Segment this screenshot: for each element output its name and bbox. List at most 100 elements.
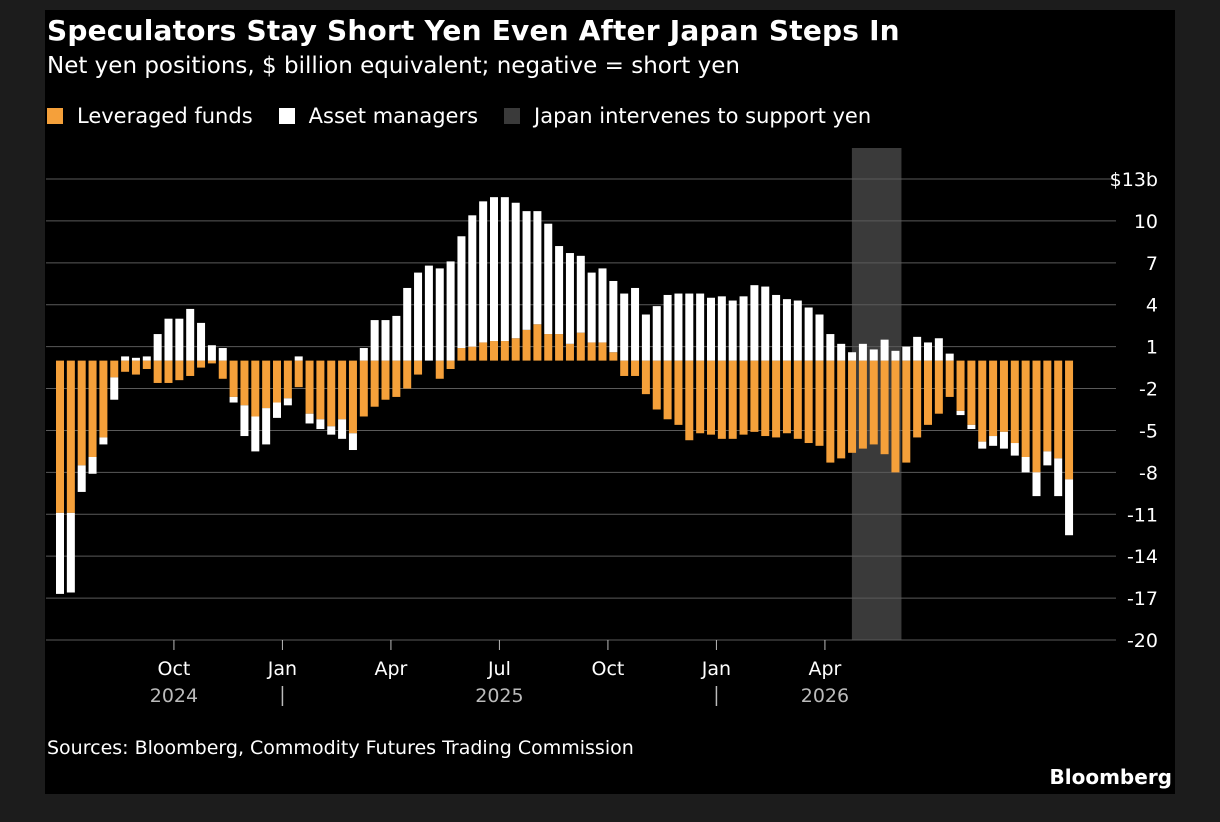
asset-bar xyxy=(956,410,965,416)
y-tick-label: -5 xyxy=(1139,420,1158,442)
y-tick-label: -14 xyxy=(1127,546,1158,568)
leveraged-bar xyxy=(793,360,802,439)
asset-bar xyxy=(544,223,553,335)
leveraged-bar xyxy=(283,360,292,399)
leveraged-bar xyxy=(1032,360,1041,473)
y-tick-label: -8 xyxy=(1139,462,1158,484)
asset-bar xyxy=(565,253,574,344)
x-tick-label: Jul xyxy=(487,658,511,680)
leveraged-bar xyxy=(902,360,911,463)
asset-bar xyxy=(641,314,650,361)
asset-bar xyxy=(186,308,195,361)
asset-bar xyxy=(924,342,932,361)
leveraged-bar xyxy=(153,360,162,383)
leveraged-bar xyxy=(403,360,412,389)
asset-bar xyxy=(739,296,748,361)
leveraged-bar xyxy=(782,360,791,434)
asset-bar xyxy=(273,402,281,418)
asset-bar xyxy=(229,396,238,403)
leveraged-swatch xyxy=(47,108,63,124)
leveraged-bar xyxy=(924,360,932,425)
asset-bar xyxy=(490,197,498,342)
asset-bar xyxy=(305,413,314,424)
asset-bar xyxy=(934,338,943,361)
leveraged-bar xyxy=(251,360,260,417)
asset-bar xyxy=(370,320,379,361)
asset-bar xyxy=(782,299,791,361)
legend: Leveraged funds Asset managers Japan int… xyxy=(47,104,897,128)
legend-label-asset: Asset managers xyxy=(308,104,479,128)
asset-bar xyxy=(457,236,466,349)
leveraged-bar xyxy=(1054,360,1063,459)
asset-bar xyxy=(848,352,857,361)
asset-bar xyxy=(327,426,336,435)
x-tick-label: Oct xyxy=(591,658,624,680)
chart-title: Speculators Stay Short Yen Even After Ja… xyxy=(47,14,900,47)
asset-bar xyxy=(121,356,130,361)
asset-bar xyxy=(1010,443,1019,456)
leveraged-bar xyxy=(381,360,390,400)
asset-bar xyxy=(576,255,585,333)
asset-bar xyxy=(1054,458,1063,497)
asset-bar xyxy=(500,197,509,342)
leveraged-bar xyxy=(77,360,86,466)
asset-bar xyxy=(902,346,911,361)
leveraged-bar xyxy=(999,360,1008,432)
leveraged-bar xyxy=(544,334,553,361)
leveraged-bar xyxy=(66,360,75,513)
y-tick-label: -20 xyxy=(1127,630,1158,652)
asset-bar xyxy=(869,349,878,361)
leveraged-bar xyxy=(945,360,954,397)
legend-label-intervention: Japan intervenes to support yen xyxy=(534,104,872,128)
legend-label-leveraged: Leveraged funds xyxy=(77,104,253,128)
asset-bar xyxy=(511,202,520,339)
leveraged-bar xyxy=(1065,360,1074,480)
leveraged-bar xyxy=(457,348,466,361)
asset-bar xyxy=(620,293,629,361)
asset-bar xyxy=(338,419,347,439)
leveraged-bar xyxy=(880,360,889,455)
leveraged-bar xyxy=(891,360,900,473)
leveraged-bar xyxy=(229,360,238,397)
asset-bar xyxy=(804,307,813,361)
y-tick-label: 10 xyxy=(1134,211,1158,233)
leveraged-bar xyxy=(338,360,347,420)
bloomberg-logo: Bloomberg xyxy=(1049,765,1172,789)
asset-bar xyxy=(761,286,770,361)
asset-bar xyxy=(283,398,292,406)
leveraged-bar xyxy=(576,332,585,361)
asset-bar xyxy=(631,287,640,361)
asset-bar xyxy=(999,431,1008,449)
asset-swatch xyxy=(278,108,295,124)
legend-item-leveraged: Leveraged funds xyxy=(47,104,253,128)
leveraged-bar xyxy=(88,360,97,457)
leveraged-bar xyxy=(479,342,488,361)
leveraged-bar xyxy=(327,360,336,427)
y-tick-label: $13b xyxy=(1110,169,1158,191)
leveraged-bar xyxy=(511,338,520,361)
leveraged-bar xyxy=(1021,360,1030,457)
leveraged-bar xyxy=(110,360,119,378)
asset-bar xyxy=(674,293,683,361)
leveraged-bar xyxy=(500,341,509,361)
asset-bar xyxy=(316,419,325,430)
leveraged-bar xyxy=(858,360,867,449)
asset-bar xyxy=(262,408,271,445)
leveraged-bar xyxy=(848,360,857,453)
leveraged-bar xyxy=(131,360,140,375)
asset-bar xyxy=(793,300,802,361)
leveraged-bar xyxy=(772,360,781,438)
asset-bar xyxy=(175,318,184,361)
asset-bar xyxy=(717,296,726,361)
asset-bar xyxy=(772,294,781,361)
x-tick-label: Apr xyxy=(808,658,841,680)
asset-bar xyxy=(294,356,303,361)
asset-bar xyxy=(153,334,162,361)
asset-bar xyxy=(479,201,488,343)
leveraged-bar xyxy=(978,360,987,442)
x-year-label: 2026 xyxy=(801,685,849,707)
chart-subtitle: Net yen positions, $ billion equivalent;… xyxy=(47,53,740,79)
asset-bar xyxy=(110,377,119,400)
asset-bar xyxy=(913,336,922,361)
